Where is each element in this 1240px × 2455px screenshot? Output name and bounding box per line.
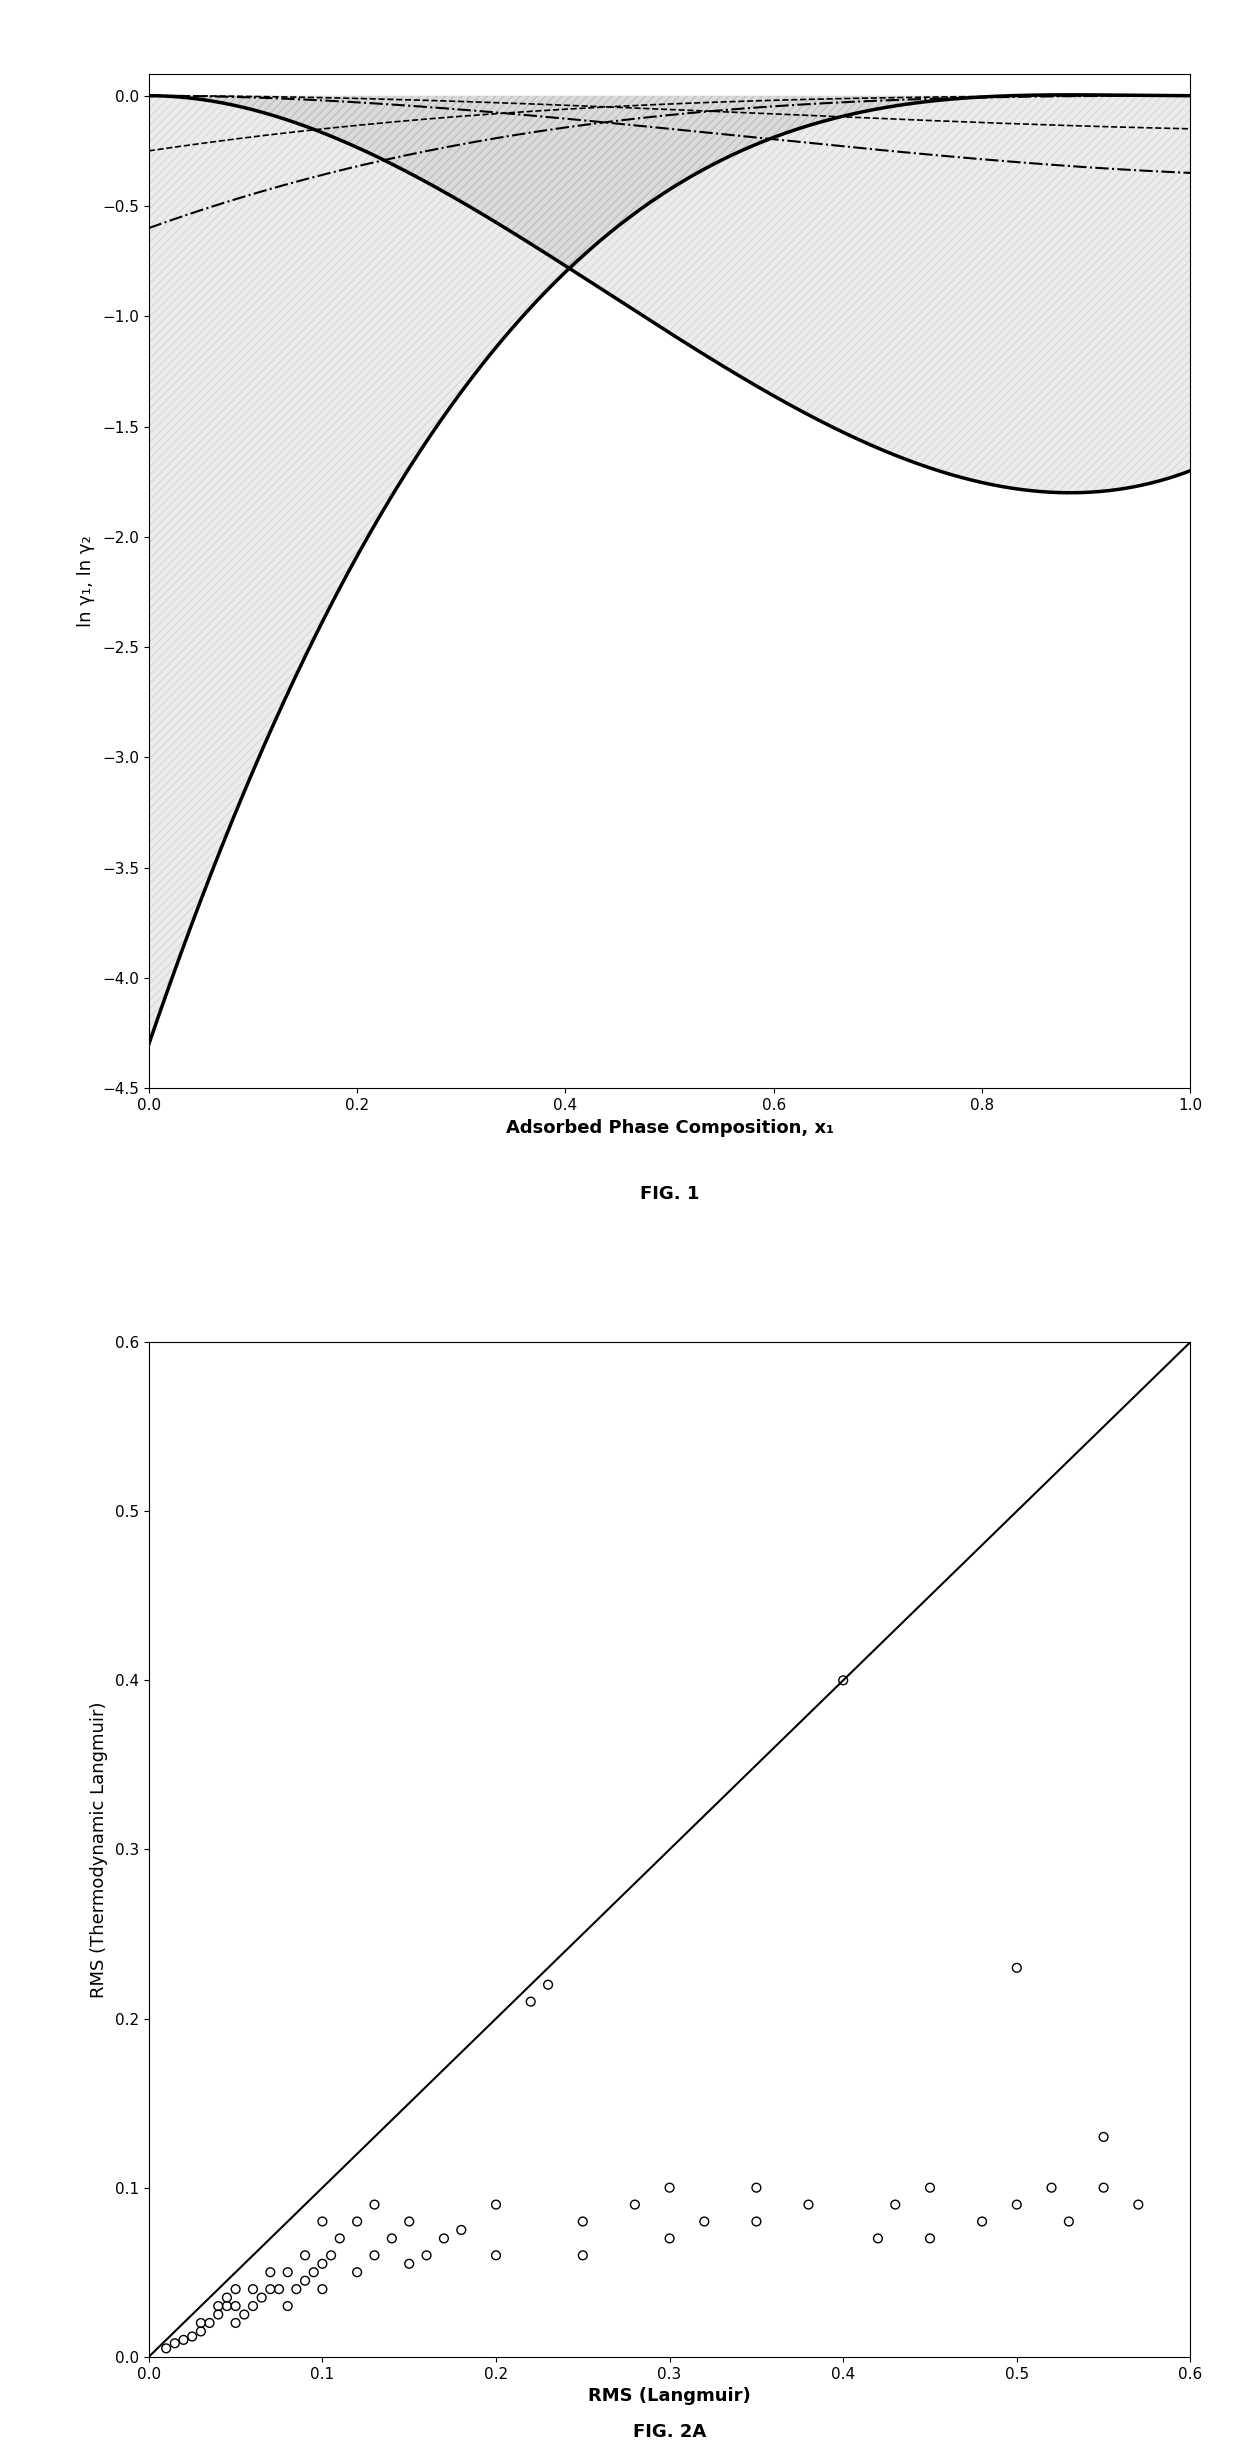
Point xyxy=(260,2268,280,2308)
Point xyxy=(799,2185,818,2224)
Point xyxy=(208,2295,228,2335)
Point xyxy=(269,2268,289,2308)
Point xyxy=(295,2237,315,2276)
Point xyxy=(538,1964,558,2003)
Point xyxy=(920,2168,940,2207)
Title: FIG. 2A: FIG. 2A xyxy=(632,2423,707,2440)
Point xyxy=(191,2303,211,2342)
Point xyxy=(312,2202,332,2241)
Point xyxy=(434,2219,454,2259)
Point xyxy=(521,1981,541,2020)
Point xyxy=(660,2168,680,2207)
Point xyxy=(252,2278,272,2318)
Point xyxy=(885,2185,905,2224)
Point xyxy=(226,2303,246,2342)
Point xyxy=(746,2168,766,2207)
Point xyxy=(1094,2168,1114,2207)
Point xyxy=(200,2303,219,2342)
Point xyxy=(321,2237,341,2276)
Point xyxy=(660,2219,680,2259)
Point xyxy=(1042,2168,1061,2207)
Point xyxy=(486,2237,506,2276)
Point xyxy=(217,2286,237,2325)
Point xyxy=(182,2318,202,2357)
Point xyxy=(1128,2185,1148,2224)
Point xyxy=(156,2330,176,2369)
Point xyxy=(260,2254,280,2293)
Point xyxy=(208,2286,228,2325)
Y-axis label: ln γ₁, ln γ₂: ln γ₁, ln γ₂ xyxy=(77,535,95,626)
Point xyxy=(746,2202,766,2241)
Point xyxy=(833,1660,853,1699)
Point xyxy=(399,2244,419,2283)
Point xyxy=(278,2286,298,2325)
Point xyxy=(312,2268,332,2308)
Point xyxy=(243,2268,263,2308)
Point xyxy=(226,2286,246,2325)
Point xyxy=(347,2254,367,2293)
Point xyxy=(920,2219,940,2259)
Point xyxy=(243,2286,263,2325)
X-axis label: RMS (Langmuir): RMS (Langmuir) xyxy=(588,2386,751,2406)
Point xyxy=(365,2237,384,2276)
Point xyxy=(304,2254,324,2293)
Title: FIG. 1: FIG. 1 xyxy=(640,1186,699,1203)
Point xyxy=(1007,1949,1027,1989)
Point xyxy=(573,2237,593,2276)
Point xyxy=(226,2268,246,2308)
Point xyxy=(573,2202,593,2241)
Point xyxy=(1007,2185,1027,2224)
Point xyxy=(278,2254,298,2293)
Point xyxy=(330,2219,350,2259)
Point xyxy=(234,2295,254,2335)
Point xyxy=(451,2210,471,2249)
Point xyxy=(625,2185,645,2224)
Point xyxy=(347,2202,367,2241)
Point xyxy=(486,2185,506,2224)
Point xyxy=(295,2261,315,2300)
Point xyxy=(694,2202,714,2241)
Point xyxy=(382,2219,402,2259)
Point xyxy=(1059,2202,1079,2241)
Y-axis label: RMS (Thermodynamic Langmuir): RMS (Thermodynamic Langmuir) xyxy=(89,1701,108,1998)
Point xyxy=(365,2185,384,2224)
Point xyxy=(868,2219,888,2259)
Point xyxy=(312,2244,332,2283)
Point xyxy=(174,2320,193,2359)
Point xyxy=(165,2322,185,2362)
Point xyxy=(417,2237,436,2276)
Point xyxy=(217,2278,237,2318)
X-axis label: Adsorbed Phase Composition, x₁: Adsorbed Phase Composition, x₁ xyxy=(506,1119,833,1137)
Point xyxy=(191,2313,211,2352)
Point xyxy=(286,2268,306,2308)
Point xyxy=(1094,2116,1114,2155)
Point xyxy=(399,2202,419,2241)
Point xyxy=(972,2202,992,2241)
